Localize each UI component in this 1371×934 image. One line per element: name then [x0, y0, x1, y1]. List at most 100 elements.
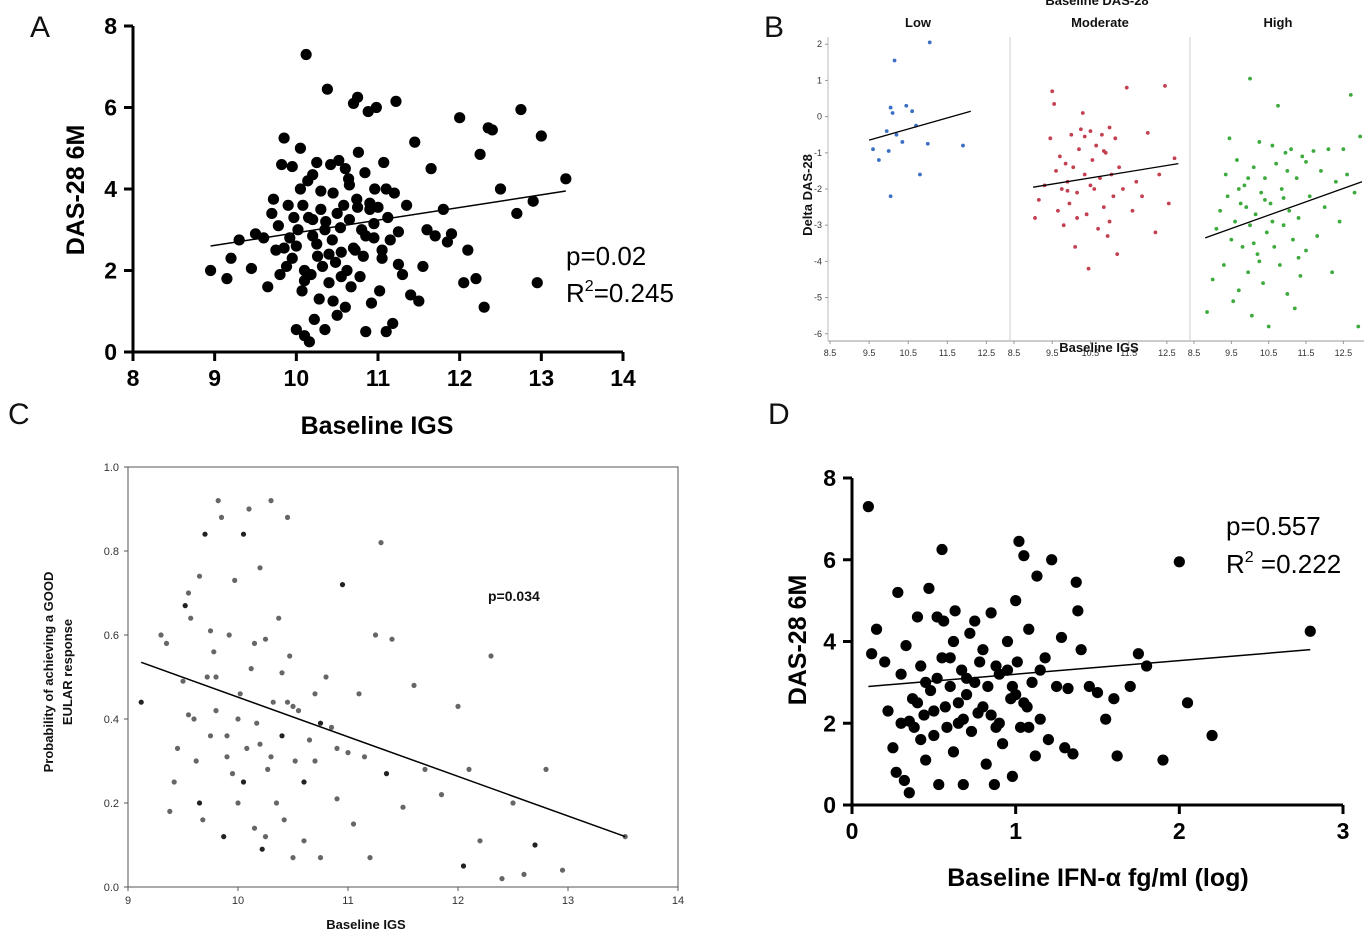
chart-c-point-79	[559, 867, 566, 873]
chart-c-point-92	[262, 834, 269, 840]
chart-d-point-16	[918, 709, 930, 721]
chart-b-facet-1-point-46	[1153, 230, 1158, 235]
chart-d-x-tick-label-0: 0	[846, 818, 859, 844]
chart-b-xlabel: Baseline IGS	[1059, 340, 1139, 355]
chart-d-point-69	[1075, 644, 1087, 656]
chart-c-point-18	[213, 708, 219, 714]
chart-b-facet-1-point-50	[1172, 156, 1177, 161]
chart-b-facet-2-point-52	[1319, 169, 1323, 173]
chart-c-point-72	[477, 838, 483, 844]
chart-c-point-23	[226, 632, 232, 638]
chart-c-point-28	[240, 531, 247, 537]
chart-b-facet-0-point-15	[888, 194, 893, 199]
chart-a-point-122	[286, 252, 298, 264]
chart-d-point-80	[1181, 697, 1194, 709]
chart-d-point-3	[879, 656, 891, 668]
chart-c-point-76	[521, 871, 527, 878]
chart-c-point-63	[383, 771, 390, 777]
chart-b-facet-2-point-53	[1322, 205, 1327, 209]
chart-a-point-130	[298, 275, 311, 287]
chart-c-point-24	[229, 771, 236, 777]
chart-a-point-76	[374, 285, 386, 297]
chart-b-facet-2-point-24	[1257, 140, 1262, 144]
chart-c-point-55	[334, 796, 340, 802]
chart-b-facet-2-point-70	[1236, 187, 1241, 191]
chart-d-point-91	[936, 652, 948, 664]
chart-d-point-18	[923, 582, 935, 594]
chart-c-point-68	[438, 792, 445, 798]
chart-c-point-75	[510, 800, 516, 806]
chart-b-facet-1-point-25	[1090, 158, 1095, 162]
chart-b-facet-2: High	[1204, 15, 1363, 329]
chart-b-facet-1-x-tick-label-4: 12.5	[1158, 348, 1176, 358]
chart-b-y-tick-label-0: -6	[814, 329, 822, 339]
chart-b-facet-2-point-48	[1304, 248, 1308, 253]
chart-c-x-tick-label-5: 14	[672, 895, 684, 907]
chart-c-point-43	[281, 817, 287, 823]
chart-d-x-tick-label-2: 2	[1173, 818, 1186, 844]
chart-b-facet-1-point-4	[1050, 89, 1055, 94]
chart-c-x-tick-label-2: 11	[342, 895, 353, 907]
chart-c-ylabel-line1: Probability of achieving a GOOD	[41, 572, 56, 773]
chart-c-points	[138, 498, 628, 882]
chart-b-facet-1-point-6	[1054, 169, 1058, 173]
chart-a-point-7	[262, 281, 274, 293]
chart-a-point-73	[369, 183, 381, 195]
chart-a-point-46	[326, 234, 338, 246]
chart-b-facet-2-point-47	[1300, 154, 1305, 159]
chart-b-facet-1-point-21	[1082, 172, 1087, 177]
chart-c-y-tick-label-3: 0.6	[104, 630, 119, 642]
chart-a-point-62	[351, 91, 364, 103]
chart-d-point-40	[985, 607, 997, 619]
chart-c-point-8	[185, 590, 192, 596]
chart-c-point-41	[276, 615, 282, 621]
chart-c-point-53	[323, 674, 329, 680]
chart-d-point-2	[870, 623, 883, 635]
chart-c-point-35	[259, 846, 265, 852]
chart-b-facet-0-x-tick-label-4: 12.5	[978, 348, 996, 358]
chart-b-facet-2-point-66	[1246, 176, 1251, 181]
chart-b-facet-2-point-14	[1240, 245, 1245, 249]
chart-b-facet-2-point-7	[1227, 136, 1232, 141]
chart-a-point-119	[311, 238, 323, 250]
chart-a-rsquared: R2=0.245	[566, 278, 674, 308]
chart-d-y-tick-label-1: 2	[823, 710, 836, 736]
chart-a-point-11	[272, 220, 284, 232]
chart-b-facet-2-point-60	[1348, 93, 1353, 97]
chart-d-x-tick-label-3: 3	[1337, 818, 1350, 844]
chart-b-facet-2-point-55	[1330, 270, 1335, 275]
chart-d-point-50	[1013, 535, 1025, 547]
chart-b-facet-2-point-54	[1326, 147, 1331, 152]
chart-b-facet-2-x-tick-label-2: 10.5	[1260, 348, 1278, 358]
chart-c-point-91	[196, 800, 203, 806]
chart-d-point-77	[1141, 660, 1153, 672]
chart-b-y-tick-label-1: -5	[814, 293, 822, 303]
chart-d-point-81	[1206, 729, 1218, 742]
chart-d-point-101	[957, 713, 969, 725]
chart-b-facet-2-point-71	[1281, 196, 1286, 200]
chart-c-point-62	[378, 540, 384, 546]
chart-b-facet-1-point-43	[1134, 179, 1139, 184]
chart-b-facet-1-point-17	[1075, 190, 1079, 195]
panel-letter-c: C	[8, 398, 30, 431]
chart-c-point-50	[306, 737, 313, 743]
chart-b-facet-1-point-22	[1084, 212, 1089, 217]
chart-b-facet-0-x-tick-label-1: 9.5	[863, 348, 876, 358]
chart-a-point-80	[382, 211, 394, 224]
chart-a-fit-line	[210, 190, 566, 247]
chart-c-point-21	[221, 834, 227, 840]
chart-b-facet-1-x-tick-label-3: 11.5	[1120, 348, 1137, 358]
chart-c-point-58	[350, 821, 357, 827]
chart-d-point-103	[990, 721, 1002, 733]
chart-c-point-32	[251, 825, 258, 831]
chart-b-facet-2-point-72	[1304, 159, 1308, 164]
chart-b-facet-1-point-5	[1052, 102, 1057, 106]
chart-b-ylabel: Delta DAS-28	[800, 154, 815, 236]
chart-b-facet-0-point-0	[871, 147, 875, 152]
chart-b-facet-2-point-50	[1311, 149, 1316, 153]
chart-b-y-tick-label-4: -2	[814, 184, 822, 194]
chart-d-point-102	[974, 656, 986, 668]
chart-b-y-tick-label-5: -1	[814, 148, 822, 158]
chart-b-facet-2-x-tick-label-3: 11.5	[1298, 348, 1315, 358]
chart-b-facet-1-point-49	[1166, 201, 1171, 206]
